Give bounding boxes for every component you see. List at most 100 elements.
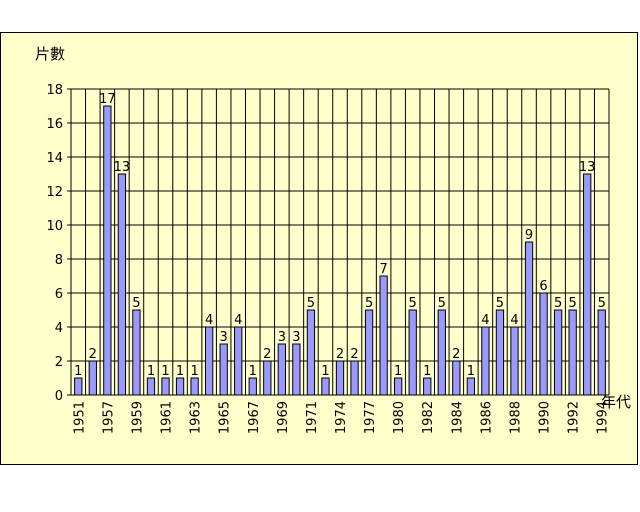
bars — [74, 105, 606, 396]
bar — [204, 326, 214, 396]
y-tick-labels: 0 2 4 6 8 10 12 14 16 18 — [46, 83, 63, 404]
bar — [321, 377, 330, 396]
bar — [495, 309, 505, 396]
bar — [437, 309, 446, 396]
x-tick-label: 1963 — [189, 401, 204, 434]
x-tick-label: 1984 — [450, 401, 465, 434]
x-tick-label: 1988 — [508, 401, 523, 434]
y-axis-title: 片數 — [35, 45, 65, 63]
y-tick-label: 18 — [46, 83, 63, 98]
bar — [88, 360, 97, 396]
x-tick-label: 1992 — [567, 401, 582, 434]
data-label: 4 — [205, 313, 213, 328]
data-label: 13 — [114, 160, 131, 175]
data-label: 2 — [452, 347, 460, 362]
data-label: 1 — [394, 364, 402, 379]
bar — [350, 360, 359, 396]
data-label: 2 — [89, 347, 97, 362]
y-tick-label: 14 — [46, 151, 63, 166]
data-label: 4 — [481, 313, 489, 328]
chart-area: 片數 年代 1 2 17 13 5 1 1 1 1 4 3 4 1 2 3 3 5 1 2 2 5 7 1 5 1 5 2 1 4 5 4 9… — [0, 32, 638, 465]
bar — [583, 173, 592, 396]
bar — [190, 377, 199, 396]
data-label: 1 — [161, 364, 169, 379]
data-label: 5 — [598, 296, 606, 311]
bar — [248, 377, 257, 396]
x-tick-label: 1982 — [421, 401, 436, 434]
bar — [117, 173, 127, 396]
bar — [234, 326, 243, 396]
data-label: 9 — [525, 228, 533, 243]
bar — [161, 377, 170, 396]
bar — [175, 377, 185, 396]
data-label: 6 — [539, 279, 547, 294]
x-tick-label: 1977 — [363, 401, 378, 434]
bar — [335, 360, 345, 396]
data-label: 3 — [292, 330, 300, 345]
data-label: 2 — [336, 347, 344, 362]
data-label: 2 — [263, 347, 271, 362]
data-label: 17 — [99, 92, 116, 107]
data-label: 2 — [350, 347, 358, 362]
bar — [74, 377, 83, 396]
data-label: 1 — [176, 364, 184, 379]
data-label: 1 — [74, 364, 82, 379]
data-label: 1 — [321, 364, 329, 379]
data-label: 4 — [510, 313, 518, 328]
y-tick-label: 4 — [55, 321, 63, 336]
x-tick-label: 1961 — [160, 401, 175, 434]
bar — [524, 241, 534, 396]
x-tick-label: 1980 — [392, 401, 407, 434]
x-tick-label: 1967 — [247, 401, 262, 434]
data-label: 5 — [496, 296, 504, 311]
x-tick-label: 1957 — [101, 401, 116, 434]
bar — [510, 326, 519, 396]
bar — [379, 275, 388, 396]
bar — [146, 377, 156, 396]
data-label: 4 — [234, 313, 242, 328]
data-label: 5 — [438, 296, 446, 311]
bar — [394, 377, 403, 396]
data-label: 5 — [554, 296, 562, 311]
x-tick-label: 1951 — [72, 401, 87, 434]
x-tick-label: 1965 — [218, 401, 233, 434]
bar — [466, 377, 476, 396]
bar — [219, 343, 228, 396]
y-tick-label: 0 — [55, 389, 63, 404]
data-label: 5 — [409, 296, 417, 311]
y-tick-label: 8 — [55, 253, 63, 268]
x-tick-label: 1994 — [596, 401, 611, 434]
data-label: 1 — [423, 364, 431, 379]
x-tick-label: 1990 — [538, 401, 553, 434]
x-tick-label: 1986 — [479, 401, 494, 434]
bar — [597, 309, 606, 396]
data-label: 3 — [220, 330, 228, 345]
data-label: 5 — [365, 296, 373, 311]
y-tick-label: 2 — [55, 355, 63, 370]
x-axis-title: 年代 — [601, 393, 631, 411]
bar — [306, 309, 316, 396]
y-tick-label: 16 — [46, 117, 63, 132]
data-label: 5 — [132, 296, 140, 311]
y-tick-label: 6 — [55, 287, 63, 302]
bar — [364, 309, 374, 396]
data-label: 5 — [307, 296, 315, 311]
axes — [67, 88, 609, 396]
bar — [277, 343, 286, 396]
data-label: 5 — [569, 296, 577, 311]
data-label: 1 — [249, 364, 257, 379]
data-label: 3 — [278, 330, 286, 345]
data-label: 1 — [467, 364, 475, 379]
x-tick-label: 1974 — [334, 401, 349, 434]
data-label: 13 — [579, 160, 596, 175]
bar — [103, 105, 112, 396]
bar — [263, 360, 272, 396]
y-tick-label: 12 — [46, 185, 63, 200]
bar — [132, 309, 141, 396]
bar — [408, 309, 417, 396]
data-label: 1 — [147, 364, 155, 379]
data-label: 1 — [190, 364, 198, 379]
bar — [568, 309, 577, 396]
